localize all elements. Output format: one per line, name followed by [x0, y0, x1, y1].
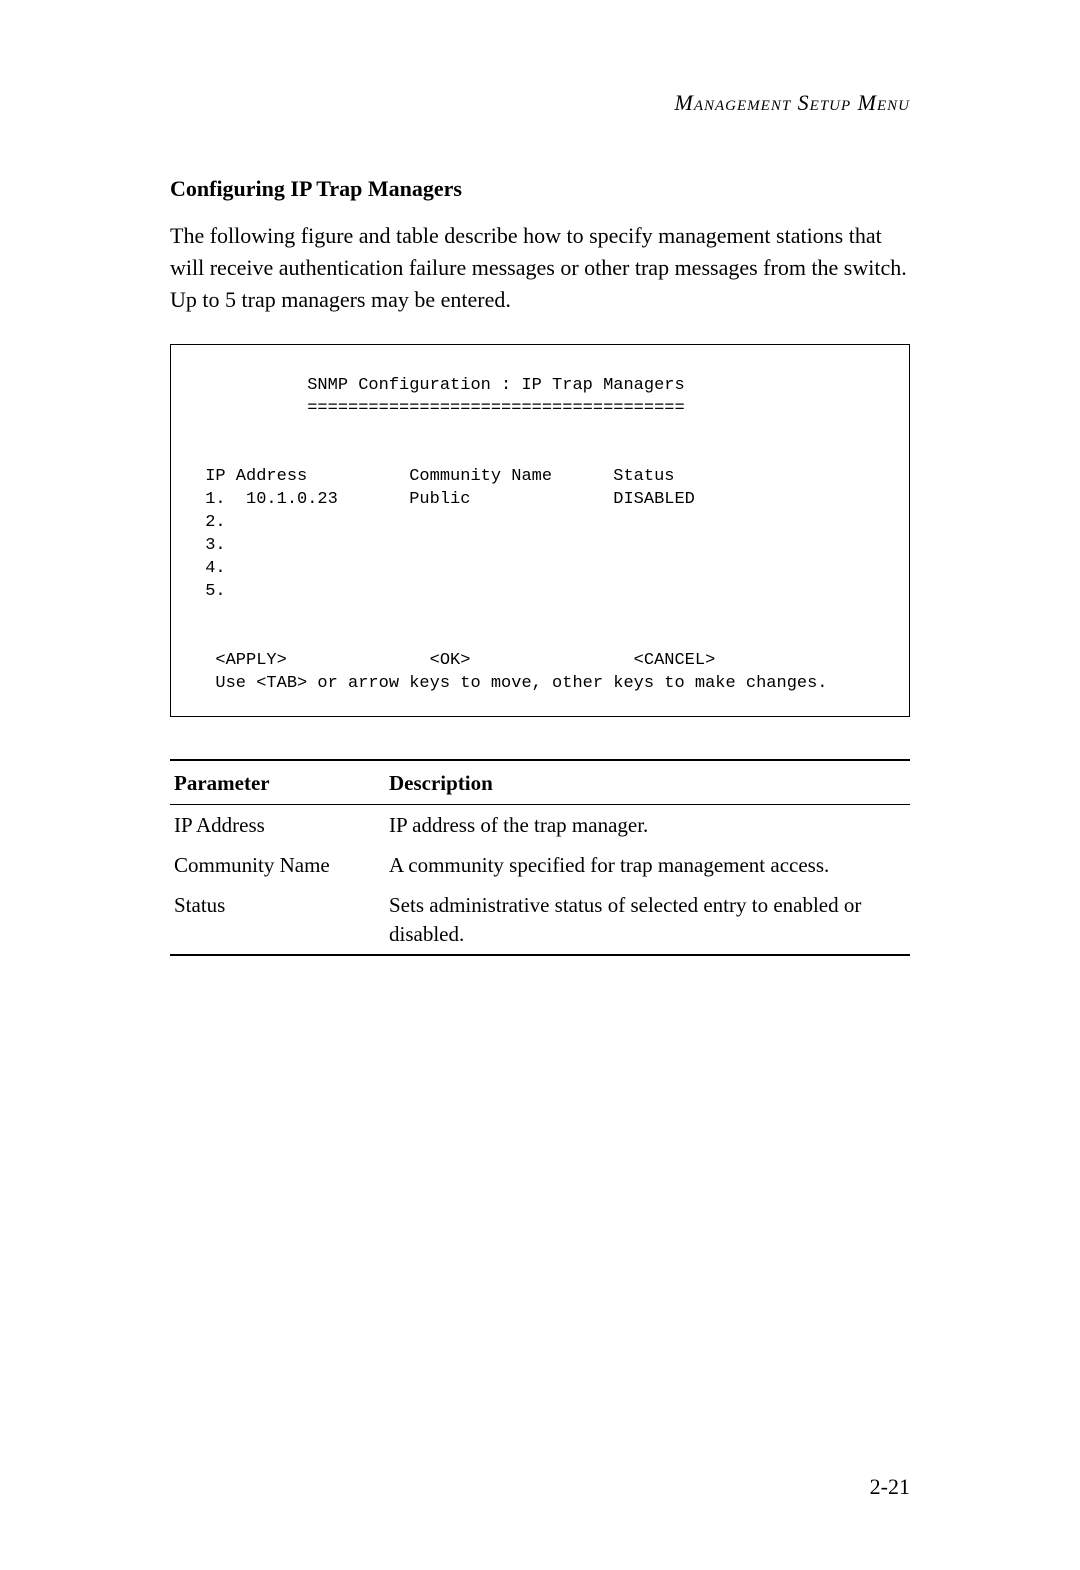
terminal-separator: =====================================: [195, 399, 685, 418]
table-row: Status Sets administrative status of sel…: [170, 885, 910, 955]
terminal-title: SNMP Configuration : IP Trap Managers: [195, 376, 685, 395]
terminal-hint: Use <TAB> or arrow keys to move, other k…: [195, 674, 828, 693]
terminal-header-row: IP Address Community Name Status: [195, 467, 674, 486]
table-cell-desc: Sets administrative status of selected e…: [385, 885, 910, 955]
terminal-row-5: 5.: [195, 582, 226, 601]
table-cell-desc: IP address of the trap manager.: [385, 804, 910, 845]
table-row: Community Name A community specified for…: [170, 845, 910, 885]
section-body: The following figure and table describe …: [170, 220, 910, 316]
table-cell-desc: A community specified for trap managemen…: [385, 845, 910, 885]
table-col-parameter: Parameter: [170, 760, 385, 805]
terminal-row-4: 4.: [195, 559, 226, 578]
table-col-description: Description: [385, 760, 910, 805]
terminal-row-2: 2.: [195, 513, 226, 532]
terminal-screenshot: SNMP Configuration : IP Trap Managers ==…: [170, 344, 910, 717]
table-cell-param: Community Name: [170, 845, 385, 885]
parameter-table: Parameter Description IP Address IP addr…: [170, 759, 910, 956]
page-header: Management Setup Menu: [170, 90, 910, 116]
page-number: 2-21: [870, 1474, 910, 1500]
table-row: IP Address IP address of the trap manage…: [170, 804, 910, 845]
terminal-row-3: 3.: [195, 536, 226, 555]
table-cell-param: IP Address: [170, 804, 385, 845]
table-cell-param: Status: [170, 885, 385, 955]
terminal-buttons-row: <APPLY> <OK> <CANCEL>: [195, 651, 715, 670]
section-heading: Configuring IP Trap Managers: [170, 176, 910, 202]
terminal-row-1: 1. 10.1.0.23 Public DISABLED: [195, 490, 695, 509]
